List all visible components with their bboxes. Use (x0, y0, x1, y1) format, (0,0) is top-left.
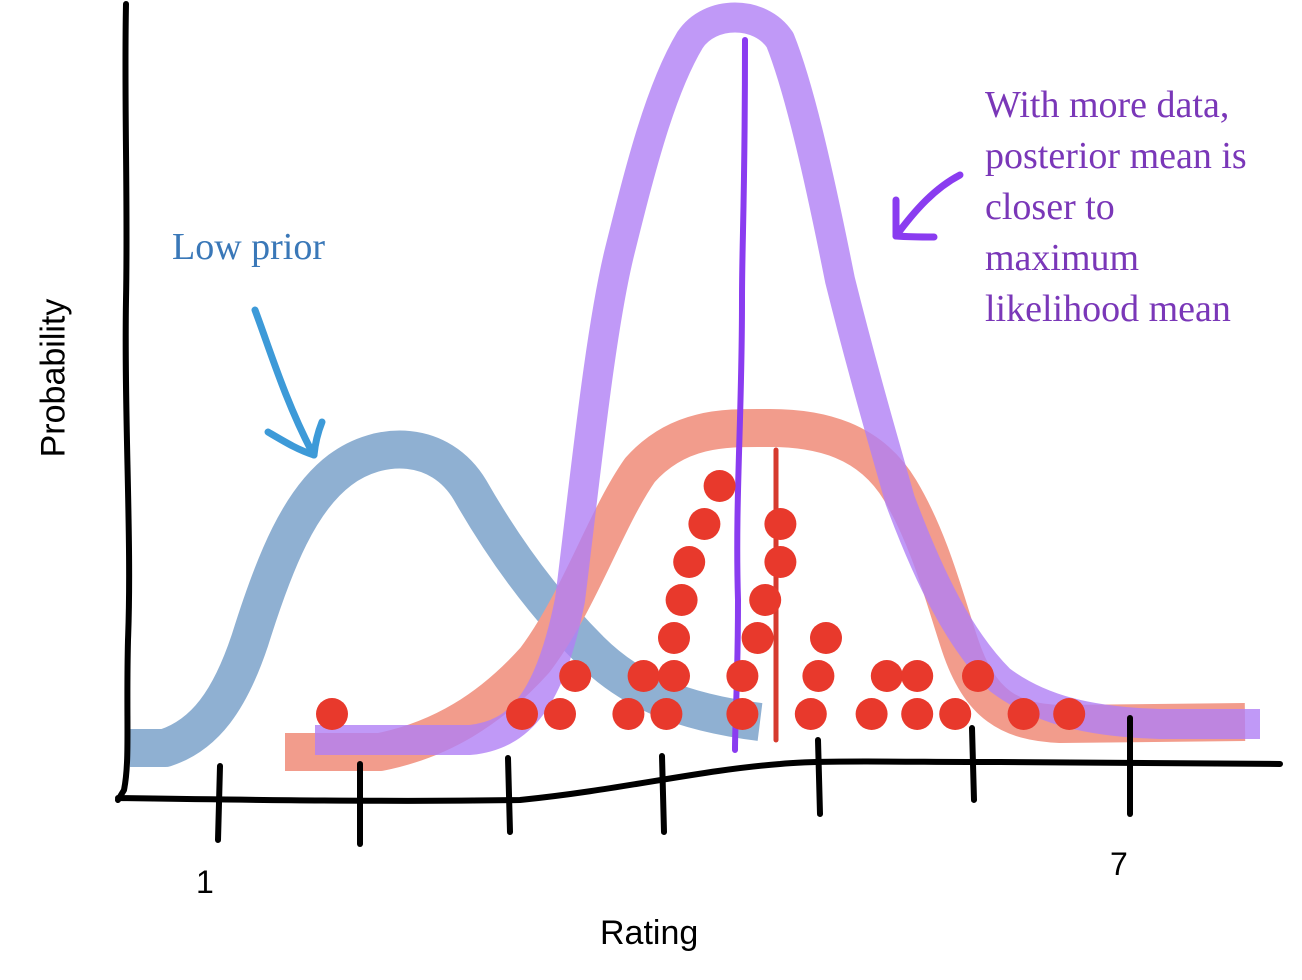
data-point (901, 698, 934, 730)
data-point (612, 698, 645, 730)
x-axis (115, 758, 1283, 804)
x-tick-label-last: 7 (1110, 846, 1128, 882)
posterior-curve (315, 2, 1260, 755)
posterior-note-line: closer to (985, 186, 1115, 228)
data-point (316, 698, 348, 730)
data-points (316, 470, 1086, 730)
data-point (627, 660, 660, 692)
posterior-note-line: maximum (985, 237, 1140, 279)
data-point (855, 698, 888, 730)
x-tick (215, 763, 223, 843)
data-point (802, 660, 835, 692)
y-axis-label: Probability (34, 298, 73, 458)
low-prior-annotation: Low prior (172, 226, 326, 268)
data-point (688, 508, 721, 540)
data-point (726, 660, 759, 692)
data-point (559, 660, 592, 692)
data-point (749, 584, 782, 616)
data-point (810, 622, 842, 654)
data-point (658, 622, 690, 654)
data-point (741, 622, 774, 654)
data-point (506, 698, 538, 730)
data-point (650, 698, 683, 730)
posterior-note-annotation: With more data, posterior mean is closer… (985, 80, 1247, 335)
hand-drawn-arrow-down-icon (251, 306, 326, 459)
x-tick-label-first: 1 (196, 864, 214, 900)
data-point (673, 546, 706, 578)
data-point (544, 698, 576, 730)
posterior-note-line: posterior mean is (985, 135, 1247, 177)
data-point (1007, 698, 1040, 730)
x-tick (659, 753, 667, 835)
x-axis-label: Rating (600, 914, 699, 952)
data-point (764, 546, 797, 578)
posterior-note-line: With more data, (985, 84, 1230, 126)
data-point (901, 660, 934, 692)
x-tick (505, 755, 513, 835)
data-point (962, 660, 994, 692)
data-point (794, 698, 827, 730)
posterior-note-line: likelihood mean (985, 288, 1231, 330)
data-point (1053, 698, 1086, 730)
hand-drawn-arrow-down-left-icon (892, 171, 964, 241)
data-point (939, 698, 972, 730)
data-point (665, 584, 698, 616)
x-ticks (215, 715, 1133, 847)
data-point (703, 470, 736, 502)
data-point (870, 660, 903, 692)
x-tick (969, 725, 977, 803)
y-axis (115, 1, 133, 803)
x-tick (815, 737, 823, 817)
data-point (726, 698, 759, 730)
data-point (764, 508, 797, 540)
prior-curve (130, 430, 763, 767)
data-point (658, 660, 690, 692)
